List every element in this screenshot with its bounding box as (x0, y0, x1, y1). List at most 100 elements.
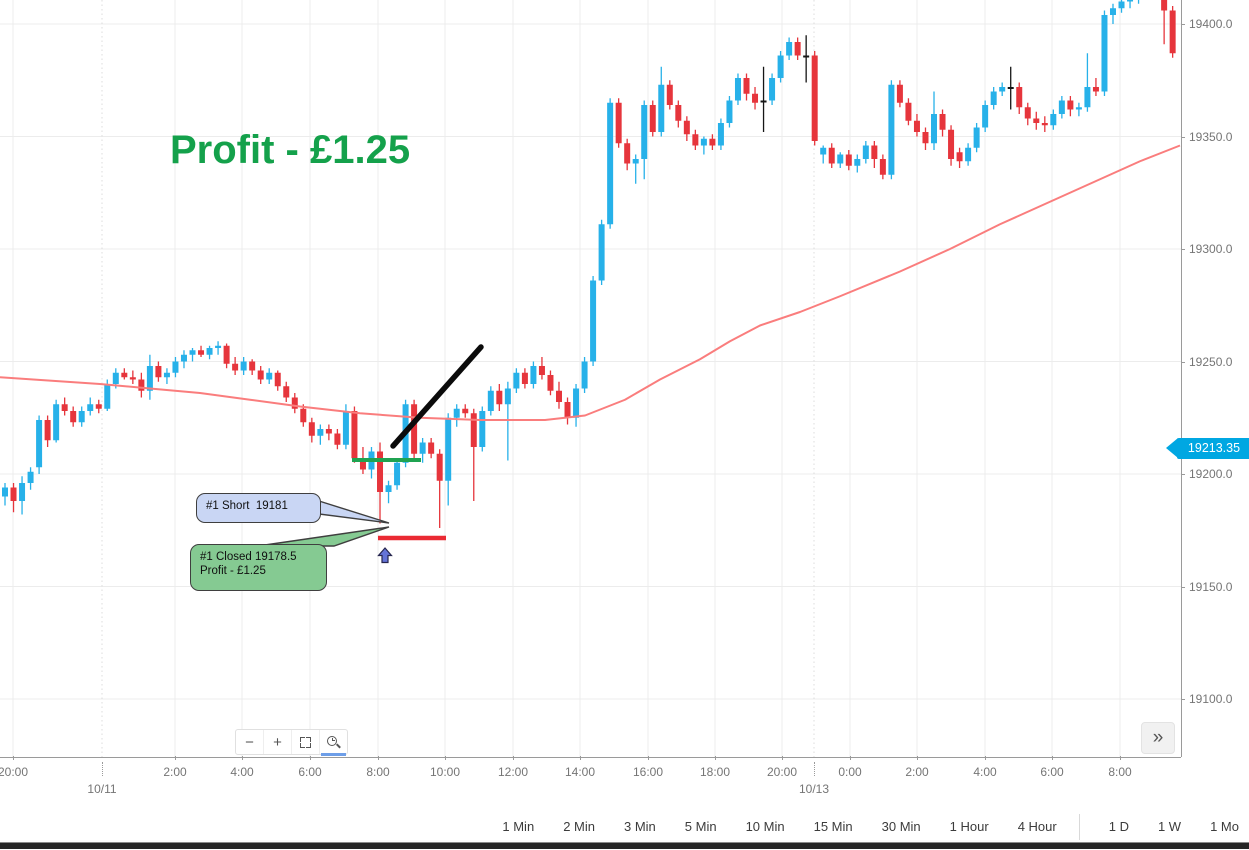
time-tick-label: 16:00 (632, 765, 664, 779)
zoom-out-button[interactable]: − (236, 730, 263, 754)
price-tick (1181, 136, 1185, 138)
time-tick-label: 20:00 (766, 765, 798, 779)
candle-body (615, 102, 622, 144)
timeframe-button-15-min[interactable]: 15 Min (813, 819, 853, 834)
time-tick (1052, 756, 1053, 760)
auto-zoom-button[interactable] (319, 730, 347, 756)
timeframe-button-1-d[interactable]: 1 D (1108, 819, 1129, 834)
candle-body (666, 84, 673, 105)
candle-body (359, 458, 366, 470)
zoom-toolbar: − + (235, 729, 348, 756)
candle-body (300, 408, 307, 423)
up-arrow-marker[interactable] (377, 547, 393, 564)
zoom-in-button[interactable]: + (263, 730, 291, 754)
time-tick (513, 756, 514, 760)
candle-body (555, 390, 562, 402)
candle-body (530, 366, 537, 384)
timeframe-button-3-min[interactable]: 3 Min (623, 819, 656, 834)
time-tick (580, 756, 581, 760)
candle-body (496, 390, 503, 405)
candle-body (1101, 15, 1108, 92)
closed-trade-line1: #1 Closed 19178.5 (200, 551, 297, 563)
trend-line[interactable] (390, 344, 484, 449)
timeframe-bar: 1 Min 2 Min 3 Min 5 Min 10 Min 15 Min 30 Min 1 … (0, 811, 1249, 842)
magnifier-clock-icon (327, 735, 341, 749)
price-badge-arrow-icon (1166, 438, 1178, 458)
candle-body (87, 404, 94, 411)
short-trade-text: #1 Short 19181 (206, 500, 288, 512)
candle-body (581, 361, 588, 389)
timeframe-button-10-min[interactable]: 10 Min (745, 819, 785, 834)
time-tick (985, 756, 986, 760)
timeframe-button-1-w[interactable]: 1 W (1157, 819, 1182, 834)
time-tick-label: 14:00 (564, 765, 596, 779)
candle-body (641, 105, 648, 159)
candle-body (931, 114, 938, 144)
candle-body (1050, 114, 1057, 126)
timeframe-button-1-min[interactable]: 1 Min (502, 819, 535, 834)
candle-body (78, 411, 85, 423)
candle-body (607, 102, 614, 225)
candle-body (803, 55, 810, 58)
candle-body (470, 413, 477, 447)
price-chart[interactable] (0, 0, 1249, 757)
price-axis[interactable]: 19213.35 19400.0 19350.0 19300.0 19250.0 192… (1166, 0, 1249, 757)
timeframe-button-30-min[interactable]: 30 Min (881, 819, 921, 834)
candle-body (70, 411, 77, 423)
candle-body (888, 84, 895, 175)
candle-body (649, 105, 656, 132)
collapse-panel-button[interactable]: » (1141, 722, 1175, 754)
candle-body (905, 102, 912, 121)
candle-body (820, 147, 827, 155)
candle-body (428, 442, 435, 454)
time-tick-label: 20:00 (0, 765, 29, 779)
candle-body (257, 370, 264, 380)
profit-annotation: Profit - £1.25 (170, 128, 411, 172)
timeframe-button-4-hour[interactable]: 4 Hour (1017, 819, 1057, 834)
candle-body (1127, 0, 1134, 2)
timeframe-button-1-hour[interactable]: 1 Hour (949, 819, 989, 834)
candle-body (95, 404, 102, 409)
candle-body (879, 159, 886, 175)
candle-body (172, 361, 179, 373)
candle-body (436, 453, 443, 481)
candle-body (913, 120, 920, 132)
timeframe-button-1-mo[interactable]: 1 Mo (1210, 819, 1239, 834)
plus-icon: + (273, 733, 282, 751)
candle-body (394, 462, 401, 486)
candle-body (965, 147, 972, 162)
candle-body (308, 422, 315, 436)
double-chevron-right-icon: » (1152, 727, 1164, 748)
candle-body (598, 224, 605, 281)
candle-body (504, 388, 511, 405)
timeframe-button-5-min[interactable]: 5 Min (684, 819, 717, 834)
timeframe-button-2-min[interactable]: 2 Min (563, 819, 595, 834)
candle-body (10, 487, 17, 501)
moving-average-line (0, 144, 1181, 421)
candle-body (206, 348, 213, 355)
candle-body (982, 105, 989, 128)
candle-body (2, 487, 8, 497)
time-tick-label: 4:00 (230, 765, 254, 779)
time-tick (175, 756, 176, 760)
price-tick-label: 19250.0 (1189, 354, 1233, 369)
candle-body (61, 404, 68, 411)
candle-body (845, 154, 852, 166)
candle-body (564, 402, 571, 418)
candle-body (325, 429, 332, 434)
candle-body (726, 100, 733, 123)
time-tick (378, 756, 379, 760)
price-tick (1181, 361, 1185, 363)
candle-body (786, 42, 793, 56)
time-tick-label: 18:00 (699, 765, 731, 779)
time-axis[interactable]: 20:00 2:00 4:00 6:00 8:00 10:00 12:00 14:00 16:0… (0, 756, 1181, 811)
candle-body (342, 411, 349, 445)
time-tick (310, 756, 311, 760)
candle-body (743, 78, 750, 94)
candle-body (624, 143, 631, 164)
candle-body (513, 372, 520, 389)
time-tick-label: 10:00 (429, 765, 461, 779)
candle-body (1118, 1, 1125, 9)
fullscreen-button[interactable] (291, 730, 319, 754)
candle-body (734, 78, 741, 101)
